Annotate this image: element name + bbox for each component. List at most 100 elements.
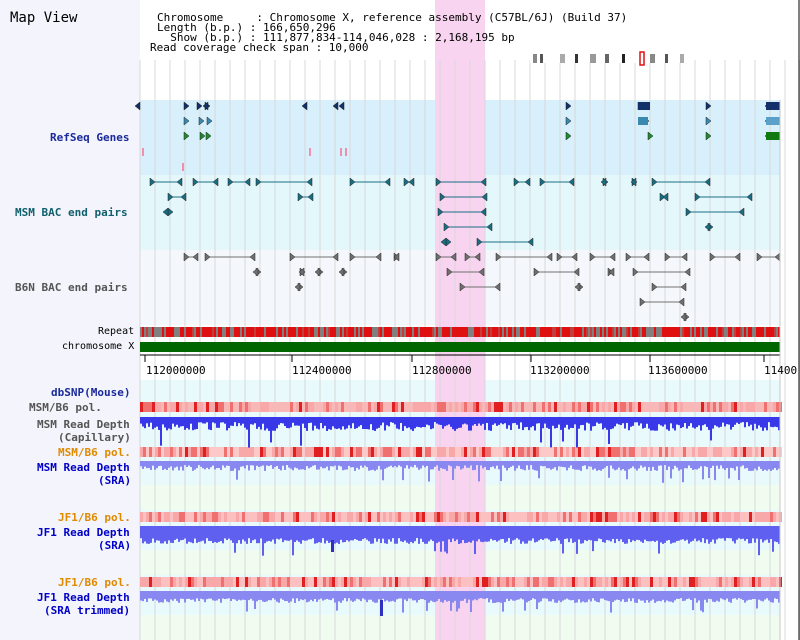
repeat-segment [762,327,764,337]
msm-depth-cap-bar [516,417,518,425]
msm-b6-pol2-mark [668,447,671,457]
jf1-depth-trim-bar [732,591,734,599]
msm-depth-cap-bar [608,417,610,444]
jf1-depth-sra-bar [256,526,258,544]
track-label-jf1-depth-sra[interactable]: JF1 Read Depth [37,526,130,539]
repeat-segment [254,327,256,337]
repeat-segment [432,327,434,337]
track-label-refseq[interactable]: RefSeq Genes [50,131,130,144]
bac-end [464,252,471,262]
msm-depth-sra-bar [160,461,162,466]
msm-b6-pol2-mark [173,447,176,457]
msm-depth-sra-bar [634,461,636,469]
bac-end [384,177,391,187]
jf1-b6-pol-mark [233,512,236,522]
msm-b6-pol2-mark [605,447,608,457]
jf1-depth-sra-bar [154,526,156,543]
msm-b6-pol2-mark [248,447,251,457]
msm-depth-sra-bar [762,461,764,471]
jf1-depth-trim-bar [768,591,770,601]
jf1-depth-trim-bar [682,591,684,602]
jf1-b6-pol-mark [584,512,587,522]
msm-depth-sra-bar [312,461,314,466]
jf1-b6-pol-mark [530,512,533,522]
track-label-msm-bac[interactable]: MSM BAC end pairs [15,206,128,219]
jf1-depth-trim-bar [700,591,702,611]
msm-depth-cap-bar [562,417,564,442]
msm-b6-pol2-mark [380,447,383,457]
repeat-segment [666,327,668,337]
bac-end [307,192,314,202]
jf1-depth-sra-bar [324,526,326,544]
msm-b6-pol-mark [620,402,623,412]
repeat-segment [466,327,468,337]
track-label-msm-depth-sra[interactable]: MSM Read Depth [37,461,130,474]
jf1-b6-pol-mark [197,512,200,522]
jf1-b6-pol2-mark [572,577,575,587]
repeat-segment [746,327,748,337]
msm-depth-sra-bar [650,461,652,471]
msm-depth-cap-bar [478,417,480,424]
msm-depth-cap-bar [618,417,620,425]
msm-depth-sra-bar [242,461,244,467]
msm-b6-pol-mark [143,402,146,412]
msm-depth-sra-bar [600,461,602,471]
msm-b6-pol-mark [602,402,605,412]
jf1-depth-trim-bar [528,591,530,602]
msm-b6-pol-mark [239,402,242,412]
jf1-depth-sra-bar [636,526,638,540]
track-label-msm-b6-pol2[interactable]: MSM/B6 pol. [58,446,131,459]
jf1-depth-trim-bar [208,591,210,599]
repeat-segment [342,327,344,337]
msm-depth-sra-bar [254,461,256,471]
track-label-msm-b6-pol[interactable]: MSM/B6 pol. [29,401,102,414]
msm-b6-pol-mark [299,402,302,412]
jf1-b6-pol2-mark [773,577,776,587]
bac-end [314,267,321,277]
jf1-b6-pol2-mark [749,577,752,587]
msm-depth-cap-bar [308,417,310,424]
jf1-depth-trim-bar [494,591,496,603]
jf1-depth-sra-bar [720,526,722,539]
repeat-segment [480,327,482,337]
jf1-depth-sra-bar [408,526,410,544]
msm-depth-sra-bar [592,461,594,470]
msm-b6-pol-mark [677,402,680,412]
msm-depth-sra-bar [380,461,382,470]
msm-depth-sra-bar [778,461,780,469]
msm-depth-sra-bar [362,461,364,468]
jf1-depth-trim-bar [692,591,694,611]
track-label-msm-depth-cap[interactable]: MSM Read Depth [37,418,130,431]
jf1-depth-sra-bar [270,526,272,542]
repeat-segment [444,327,446,337]
msm-b6-pol2-mark [752,447,755,457]
msm-depth-sra-bar [302,461,304,470]
jf1-depth-sra-bar [244,526,246,542]
jf1-depth-sra-bar [732,526,734,542]
msm-depth-cap-bar [178,417,180,428]
track-label-jf1-b6-pol2[interactable]: JF1/B6 pol. [58,576,131,589]
repeat-segment [588,327,590,337]
track-label-jf1-depth-trim[interactable]: JF1 Read Depth [37,591,130,604]
jf1-depth-sra-bar [390,526,392,542]
msm-depth-cap-bar [732,417,734,427]
jf1-b6-pol-mark [179,512,182,522]
jf1-depth-sra-bar [560,526,562,544]
gene-arrow [183,116,190,126]
repeat-segment [154,327,156,337]
jf1-b6-pol-mark [305,512,308,522]
jf1-b6-pol-mark [737,512,740,522]
msm-depth-sra-bar [394,461,396,467]
track-label-jf1-b6-pol[interactable]: JF1/B6 pol. [58,511,131,524]
jf1-depth-trim-bar [498,591,500,603]
jf1-b6-pol-mark [284,512,287,522]
track-label-b6n-bac[interactable]: B6N BAC end pairs [15,281,128,294]
msm-depth-cap-bar [358,417,360,427]
msm-b6-pol-mark [245,402,248,412]
track-label-dbsnp[interactable]: dbSNP(Mouse) [51,386,131,399]
msm-depth-cap-bar [564,417,566,428]
jf1-b6-pol2-mark [578,577,581,587]
jf1-depth-sra-bar [494,526,496,541]
msm-depth-sra-bar [258,461,260,468]
